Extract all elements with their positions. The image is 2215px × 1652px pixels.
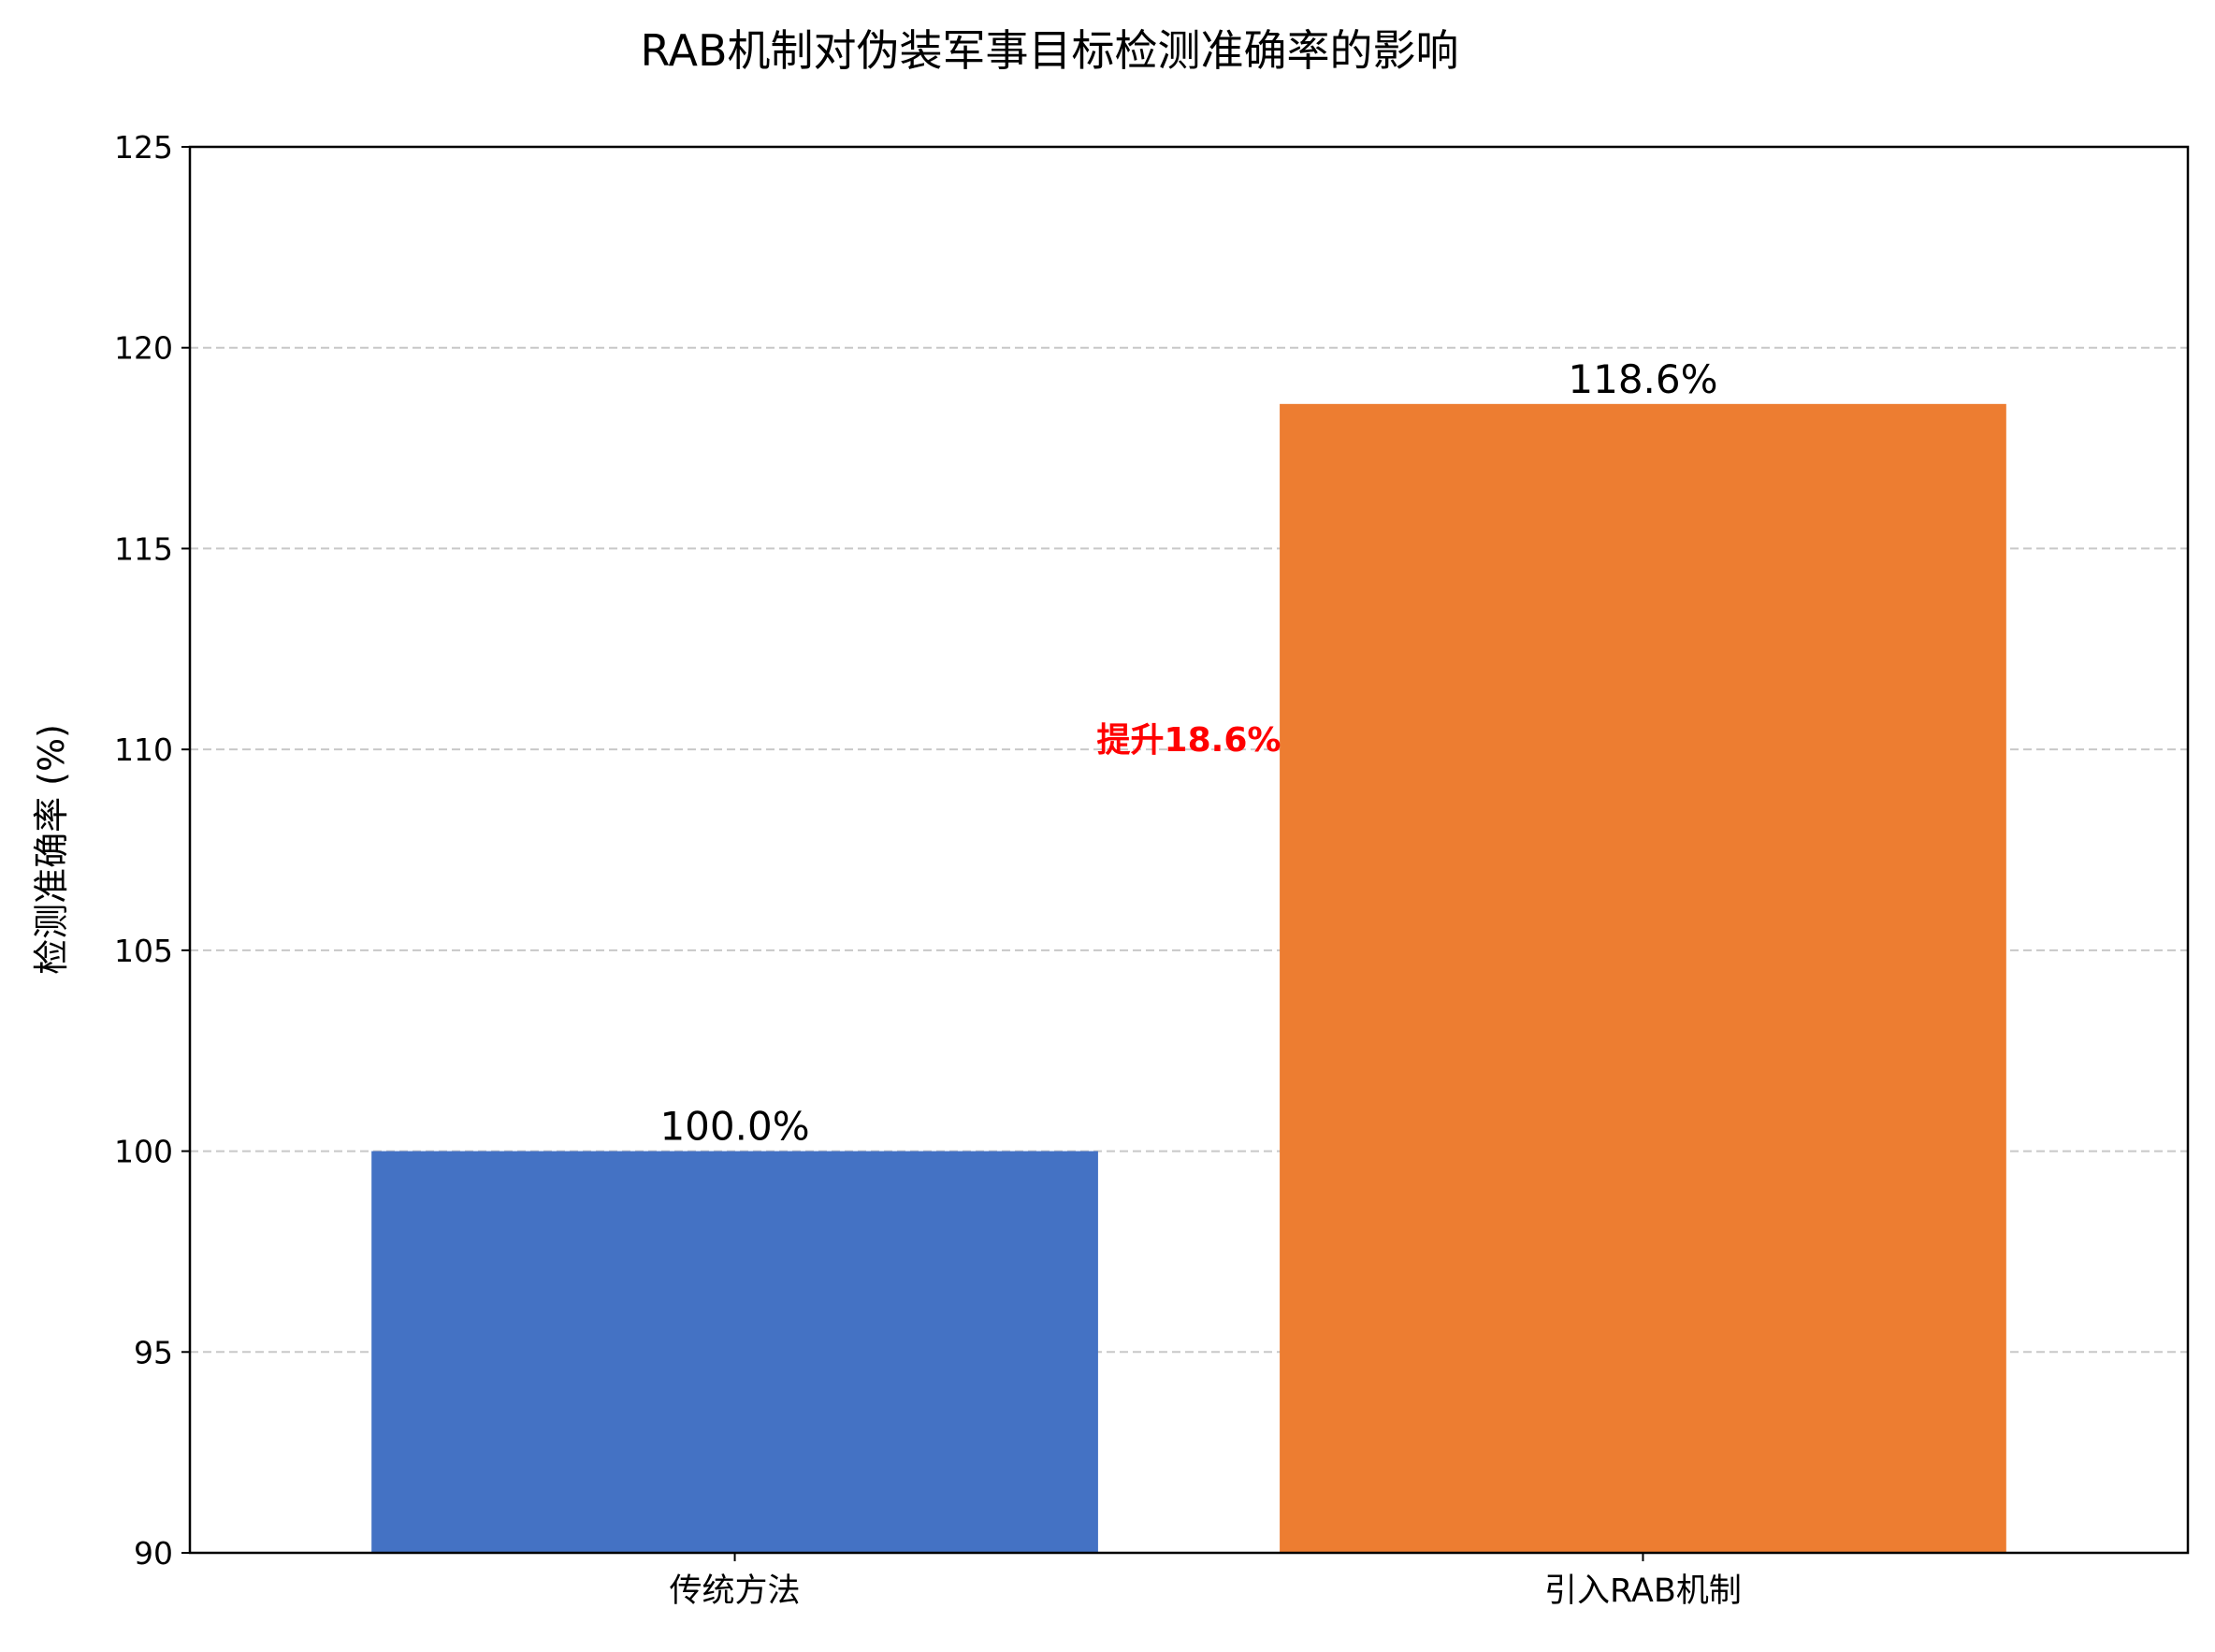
x-axis: 传统方法 引入RAB机制 [670, 1553, 1742, 1610]
chart-title: RAB机制对伪装军事目标检测准确率的影响 [640, 25, 1458, 76]
y-tick-label: 100 [114, 1134, 173, 1170]
y-tick-label: 115 [114, 530, 173, 567]
bar-value-labels: 100.0% 118.6% [659, 356, 1717, 1150]
x-tick-label: 引入RAB机制 [1544, 1572, 1742, 1610]
y-axis: 90 95 100 105 110 115 120 125 [114, 129, 190, 1572]
bar [371, 1151, 1098, 1553]
bar [1280, 403, 2006, 1554]
bar-value-label: 118.6% [1568, 356, 1717, 402]
plot-area-frame [188, 145, 2190, 1555]
y-axis-label: 检测准确率 (%) [31, 724, 72, 975]
y-tick-label: 105 [114, 933, 173, 969]
y-tick-label: 120 [114, 330, 173, 367]
y-tick-label: 90 [134, 1535, 173, 1572]
y-tick-label: 95 [134, 1334, 173, 1370]
bars [371, 403, 2006, 1554]
y-tick-label: 110 [114, 732, 173, 768]
x-tick-label: 传统方法 [670, 1572, 801, 1610]
y-tick-label: 125 [114, 129, 173, 166]
improvement-annotation: 提升18.6% [1097, 721, 1281, 760]
bar-value-label: 100.0% [659, 1104, 809, 1150]
